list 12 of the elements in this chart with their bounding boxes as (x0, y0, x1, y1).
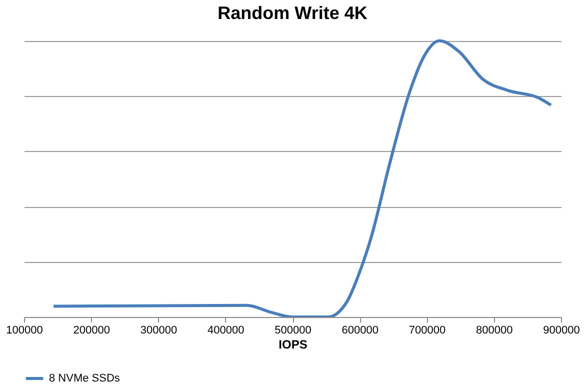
x-tick-label: 100000 (6, 324, 43, 336)
x-tick-label: 400000 (208, 324, 244, 336)
x-axis-title: IOPS (278, 338, 308, 352)
x-tick-label: 900000 (543, 324, 580, 336)
x-tick-label: 800000 (476, 324, 513, 336)
x-tick-label: 300000 (140, 324, 178, 336)
x-tick-label: 700000 (408, 324, 446, 336)
x-tick-label: 600000 (342, 324, 378, 336)
legend-label: 8 NVMe SSDs (49, 372, 120, 384)
x-tick-label: 500000 (274, 324, 312, 336)
chart-title: Random Write 4K (218, 3, 368, 23)
x-tick-label: 200000 (73, 324, 110, 336)
